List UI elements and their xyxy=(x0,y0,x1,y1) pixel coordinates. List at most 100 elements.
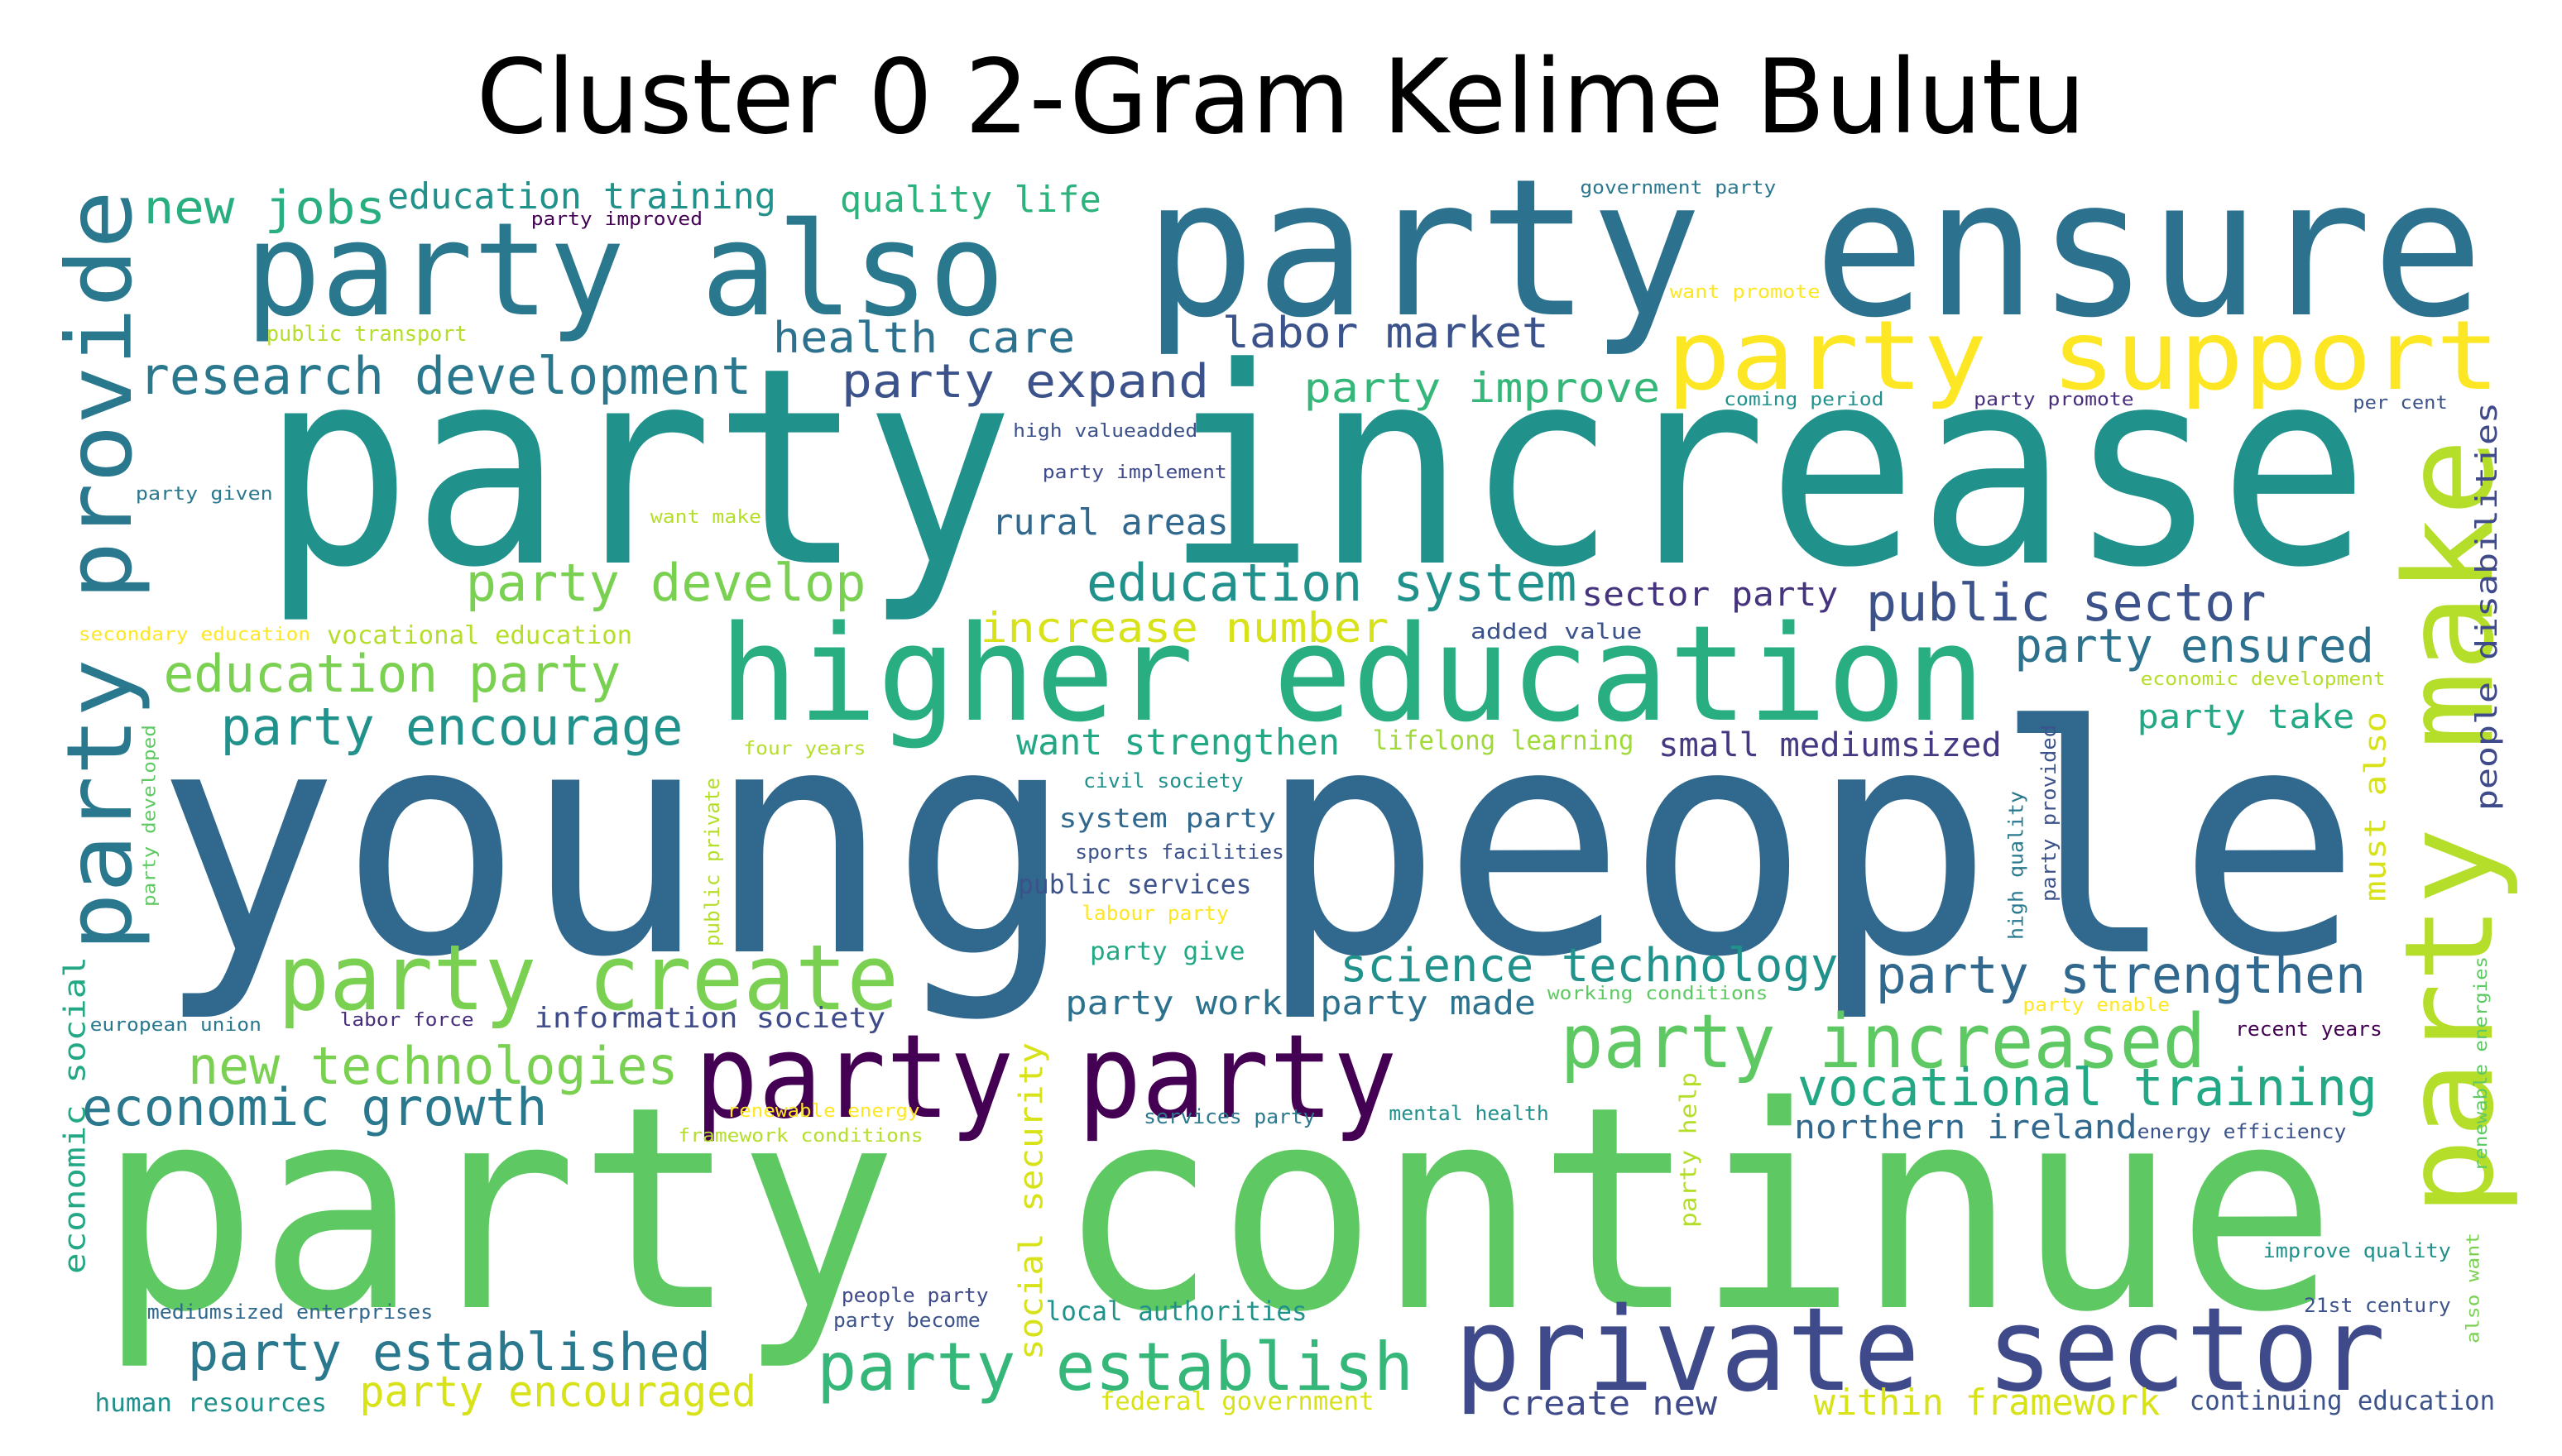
word: public services xyxy=(1018,869,1251,900)
word: party help xyxy=(1675,1072,1702,1228)
word: party strengthen xyxy=(1876,946,2366,1005)
word: recent years xyxy=(2235,1018,2382,1041)
word: party establish xyxy=(817,1329,1413,1406)
word: health care xyxy=(773,314,1075,363)
word: increase number xyxy=(981,604,1389,652)
word: within framework xyxy=(1814,1382,2161,1424)
word: party party xyxy=(694,1009,1397,1144)
word: party increase xyxy=(261,310,2369,627)
word: continuing education xyxy=(2190,1386,2495,1416)
word: young people xyxy=(156,661,2362,1027)
word: party given xyxy=(136,484,273,505)
word: private sector xyxy=(1454,1282,2385,1417)
word: party provide xyxy=(48,190,152,951)
word: labour party xyxy=(1082,902,1229,925)
word: party also xyxy=(245,194,1005,345)
word: party ensure xyxy=(1144,138,2483,360)
word: party enable xyxy=(2022,995,2170,1016)
word: create new xyxy=(1500,1385,1718,1423)
word: high quality xyxy=(2005,791,2028,940)
word: party support xyxy=(1667,300,2500,412)
word: party established xyxy=(188,1323,711,1382)
word: new jobs xyxy=(144,181,386,235)
word: public private xyxy=(701,778,724,946)
word: want promote xyxy=(1670,282,1821,303)
word: party provided xyxy=(2037,725,2061,902)
chart-title: Cluster 0 2-Gram Kelime Bulutu xyxy=(477,38,2086,157)
word: labor market xyxy=(1222,309,1549,358)
word: party take xyxy=(2137,698,2355,736)
word: high valueadded xyxy=(1013,421,1197,442)
word: european union xyxy=(90,1015,261,1036)
word: party improved xyxy=(531,209,703,230)
word: mental health xyxy=(1389,1102,1549,1125)
word: party implement xyxy=(1043,462,1227,483)
word: science technology xyxy=(1340,939,1838,993)
word: civil society xyxy=(1083,769,1244,793)
word: sports facilities xyxy=(1075,841,1284,864)
word: party continue xyxy=(98,1046,2336,1374)
word: economic social xyxy=(59,956,93,1274)
word: vocational education xyxy=(327,621,632,650)
word: local authorities xyxy=(1046,1296,1307,1327)
word: party work xyxy=(1065,984,1283,1023)
word: working conditions xyxy=(1547,984,1768,1004)
word: four years xyxy=(743,739,866,759)
word: people party xyxy=(842,1284,989,1307)
word: party develop xyxy=(466,553,866,613)
word: party developed xyxy=(140,725,161,907)
word: party make xyxy=(2379,438,2521,1216)
word: party encourage xyxy=(221,697,684,757)
word: services party xyxy=(1144,1105,1315,1128)
word: system party xyxy=(1058,803,1276,834)
word: lifelong learning xyxy=(1373,726,1634,756)
word: per cent xyxy=(2353,393,2448,414)
word: people disabilities xyxy=(2470,402,2504,811)
word: framework conditions xyxy=(678,1126,923,1147)
word: party made xyxy=(1320,984,1536,1023)
word: new technologies xyxy=(188,1037,678,1096)
word: social security xyxy=(1013,1042,1051,1360)
word: must also xyxy=(2359,711,2393,902)
word: renewable energy xyxy=(727,1101,920,1122)
word: education training xyxy=(387,175,776,218)
word: education system xyxy=(1087,553,1576,613)
word: coming period xyxy=(1724,390,1884,410)
word: public transport xyxy=(266,322,468,347)
word: economic growth xyxy=(82,1078,548,1138)
word: party create xyxy=(278,925,899,1031)
word: party improve xyxy=(1304,364,1660,412)
word: party promote xyxy=(1974,390,2134,410)
word: party encouraged xyxy=(359,1367,756,1417)
word: human resources xyxy=(95,1389,327,1418)
word: labor force xyxy=(340,1010,474,1031)
word: 21st century xyxy=(2304,1294,2451,1317)
word: northern ireland xyxy=(1794,1109,2137,1147)
word: want make xyxy=(650,507,761,528)
word: renewable energies xyxy=(2471,956,2492,1171)
word: rural areas xyxy=(992,501,1229,544)
word: sector party xyxy=(1581,576,1838,614)
word: research development xyxy=(139,347,751,406)
word: energy efficiency xyxy=(2137,1120,2347,1143)
word: quality life xyxy=(840,179,1101,221)
word: want strengthen xyxy=(1016,721,1340,764)
word: party become xyxy=(833,1309,981,1332)
word: also want xyxy=(2463,1233,2483,1343)
word: higher education xyxy=(719,597,1985,751)
word: party ensured xyxy=(2015,620,2374,673)
word: government party xyxy=(1580,178,1776,199)
word: secondary education xyxy=(79,625,310,645)
word: federal government xyxy=(1100,1387,1375,1416)
word: public sector xyxy=(1866,573,2267,633)
word: information society xyxy=(535,1002,886,1034)
word: added value xyxy=(1471,620,1642,644)
word: education party xyxy=(163,644,621,704)
word: improve quality xyxy=(2263,1239,2451,1262)
word: vocational training xyxy=(1797,1058,2377,1118)
word: mediumsized enterprises xyxy=(147,1300,434,1324)
word: economic development xyxy=(2141,669,2386,690)
